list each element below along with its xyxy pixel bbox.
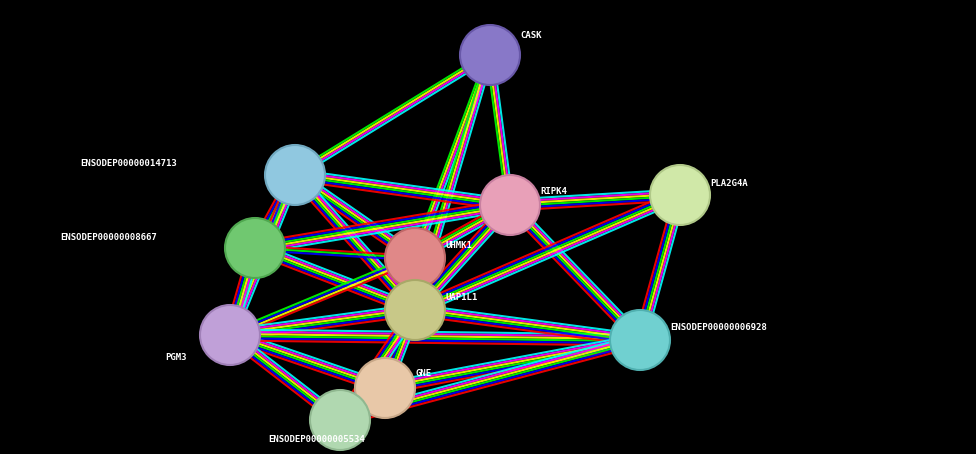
Circle shape [385, 228, 445, 288]
Text: PGM3: PGM3 [165, 354, 186, 362]
Text: PLA2G4A: PLA2G4A [710, 178, 748, 188]
Text: ENSODEP00000014713: ENSODEP00000014713 [80, 158, 177, 168]
Text: ENSODEP00000006928: ENSODEP00000006928 [670, 324, 767, 332]
Circle shape [265, 145, 325, 205]
Text: RIPK4: RIPK4 [540, 188, 567, 197]
Circle shape [225, 218, 285, 278]
Circle shape [610, 310, 670, 370]
Text: GNE: GNE [415, 370, 431, 379]
Circle shape [460, 25, 520, 85]
Circle shape [310, 390, 370, 450]
Circle shape [385, 280, 445, 340]
Text: CASK: CASK [520, 30, 542, 39]
Text: ENSODEP00000008667: ENSODEP00000008667 [60, 232, 157, 242]
Circle shape [650, 165, 710, 225]
Circle shape [480, 175, 540, 235]
Circle shape [200, 305, 260, 365]
Text: UHMK1: UHMK1 [445, 242, 471, 251]
Circle shape [355, 358, 415, 418]
Text: ENSODEP00000005534: ENSODEP00000005534 [268, 435, 365, 444]
Text: UAP1L1: UAP1L1 [445, 292, 477, 301]
